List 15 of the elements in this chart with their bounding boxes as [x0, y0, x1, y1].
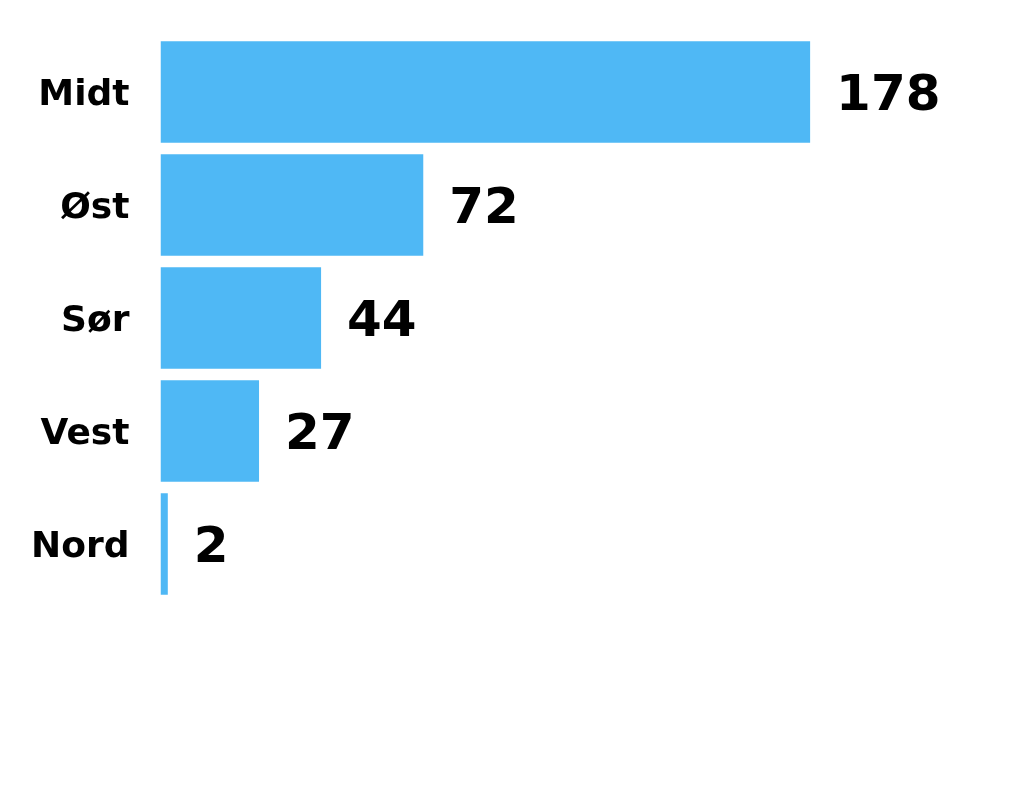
bar — [160, 154, 424, 256]
data-label: 178 — [836, 64, 941, 122]
data-label: 2 — [193, 516, 229, 574]
bar — [160, 493, 168, 595]
y-tick-label: Sør — [61, 297, 130, 339]
bar — [160, 41, 811, 143]
data-label: 72 — [449, 177, 519, 235]
y-tick-label: Øst — [60, 184, 130, 226]
data-label: 44 — [347, 290, 417, 348]
y-tick-label: Nord — [31, 523, 130, 565]
y-tick-label: Vest — [40, 410, 130, 452]
bar — [160, 267, 322, 369]
data-label: 27 — [285, 403, 355, 461]
bar — [160, 380, 260, 482]
y-tick-label: Midt — [38, 71, 130, 113]
